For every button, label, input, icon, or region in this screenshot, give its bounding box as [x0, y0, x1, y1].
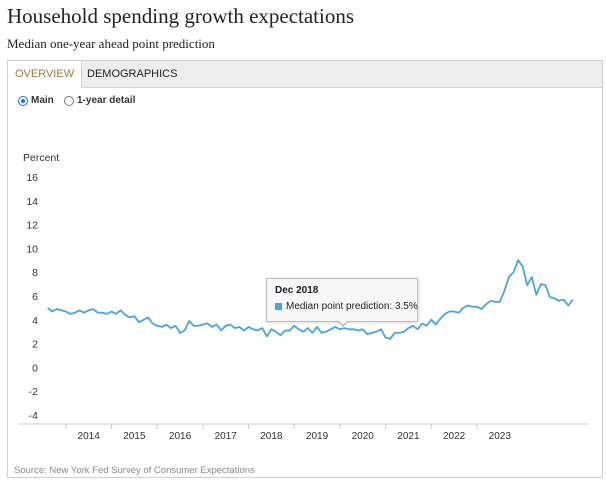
x-tick-label: 2016 — [169, 431, 192, 442]
y-tick-label: -4 — [29, 410, 38, 422]
tooltip-value-row: Median point prediction: 3.5% — [275, 301, 418, 312]
radio-selected-icon — [18, 95, 28, 106]
radio-main[interactable]: Main — [18, 95, 54, 106]
tooltip-arrow-inner — [338, 320, 348, 325]
tab-overview[interactable]: OVERVIEW — [8, 61, 83, 88]
y-tick-label: 0 — [32, 362, 38, 374]
y-tick-label: 14 — [26, 196, 38, 208]
tooltip-value: 3.5% — [394, 301, 418, 312]
data-tooltip: Dec 2018 Median point prediction: 3.5% — [266, 278, 418, 322]
x-tick-label: 2022 — [443, 431, 466, 442]
y-tick-label: 8 — [32, 267, 38, 279]
y-axis-label: Percent — [23, 152, 59, 164]
source-note: Source: New York Fed Survey of Consumer … — [14, 465, 255, 476]
x-tick-label: 2021 — [397, 431, 420, 442]
x-tick-label: 2020 — [352, 431, 375, 442]
tooltip-date: Dec 2018 — [275, 285, 319, 296]
y-tick-label: 6 — [32, 291, 38, 303]
x-tick-label: 2017 — [215, 431, 238, 442]
radio-1-year-detail[interactable]: 1-year detail — [64, 95, 135, 106]
tooltip-series-label: Median point prediction: — [286, 301, 393, 312]
y-tick-label: 10 — [26, 243, 38, 255]
x-tick-label: 2018 — [260, 431, 283, 442]
tab-demographics[interactable]: DEMOGRAPHICS — [87, 68, 178, 80]
y-tick-label: -2 — [29, 386, 38, 398]
x-tick-label: 2015 — [123, 431, 146, 442]
y-tick-label: 4 — [32, 315, 38, 327]
y-tick-label: 2 — [32, 339, 38, 351]
x-tick-label: 2014 — [78, 431, 101, 442]
y-tick-label: 16 — [26, 172, 38, 184]
tab-bar: OVERVIEW DEMOGRAPHICS — [8, 61, 602, 88]
radio-detail-label: 1-year detail — [77, 95, 136, 106]
page-subtitle: Median one-year ahead point prediction — [7, 36, 215, 51]
x-tick-label: 2023 — [489, 431, 512, 442]
chart-panel: OVERVIEW DEMOGRAPHICS Main 1-year detail — [7, 60, 603, 478]
radio-unselected-icon — [64, 95, 74, 106]
page-title: Household spending growth expectations — [7, 4, 355, 28]
x-tick-label: 2019 — [306, 431, 329, 442]
series-swatch-icon — [275, 303, 282, 310]
y-tick-label: 12 — [26, 220, 38, 232]
radio-main-label: Main — [31, 95, 54, 106]
series-line[interactable] — [47, 259, 574, 340]
